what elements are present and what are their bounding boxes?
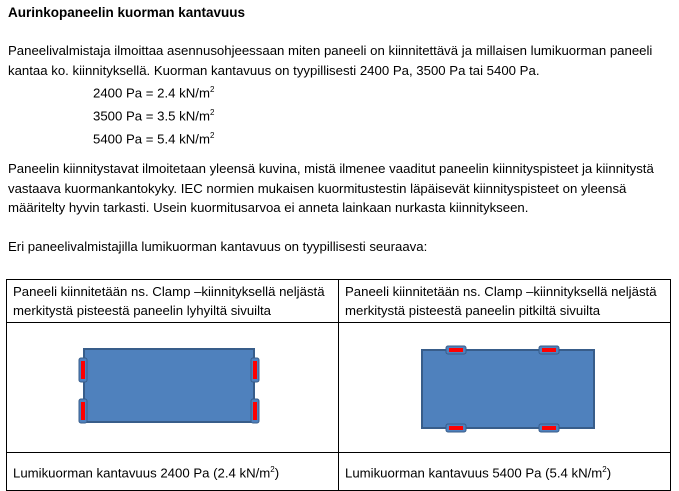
conversion-2400: 2400 Pa = 2.4 kN/m2 xyxy=(93,80,214,103)
load-capacity-short: Lumikuorman kantavuus 2400 Pa (2.4 kN/m2… xyxy=(6,452,339,491)
conversion-list: 2400 Pa = 2.4 kN/m2 3500 Pa = 3.5 kN/m2 … xyxy=(93,80,214,149)
load-text: Lumikuorman kantavuus 2400 Pa (2.4 kN/m xyxy=(13,465,271,481)
solar-panel xyxy=(421,349,595,429)
paragraph-intro: Paneelivalmistaja ilmoittaa asennusohjee… xyxy=(8,43,653,78)
exponent: 2 xyxy=(209,107,215,117)
paragraph-mounting: Paneelin kiinnitystavat ilmoitetaan ylee… xyxy=(8,161,654,215)
closing-paren: ) xyxy=(274,465,280,481)
header-long-sides: Paneeli kiinnitetään ns. Clamp –kiinnity… xyxy=(338,279,671,323)
clamp-markers xyxy=(78,357,260,424)
page-title: Aurinkopaneelin kuorman kantavuus xyxy=(8,5,246,20)
conversion-text: 3500 Pa = 3.5 kN/m xyxy=(93,108,210,124)
load-capacity-long: Lumikuorman kantavuus 5400 Pa (5.4 kN/m2… xyxy=(338,452,671,491)
panel-long-clamps-diagram xyxy=(421,345,595,433)
diagram-long-sides xyxy=(338,322,671,453)
solar-panel xyxy=(83,348,255,423)
conversion-text: 5400 Pa = 5.4 kN/m xyxy=(93,131,210,147)
conversion-text: 2400 Pa = 2.4 kN/m xyxy=(93,85,210,101)
load-table: Paneeli kiinnitetään ns. Clamp –kiinnity… xyxy=(6,279,671,491)
panel-short-clamps-diagram xyxy=(78,348,260,424)
header-short-sides: Paneeli kiinnitetään ns. Clamp –kiinnity… xyxy=(6,279,339,323)
exponent: 2 xyxy=(270,465,275,475)
diagram-short-sides xyxy=(6,322,339,453)
load-text: Lumikuorman kantavuus 5400 Pa (5.4 kN/m xyxy=(345,465,603,481)
exponent: 2 xyxy=(602,465,607,475)
exponent: 2 xyxy=(209,130,215,140)
conversion-5400: 5400 Pa = 5.4 kN/m2 xyxy=(93,126,214,149)
exponent: 2 xyxy=(209,85,215,94)
paragraph-lead: Eri paneelivalmistajilla lumikuorman kan… xyxy=(8,239,428,254)
conversion-3500: 3500 Pa = 3.5 kN/m2 xyxy=(93,103,214,126)
clamp-markers xyxy=(445,345,560,433)
closing-paren: ) xyxy=(606,465,612,481)
